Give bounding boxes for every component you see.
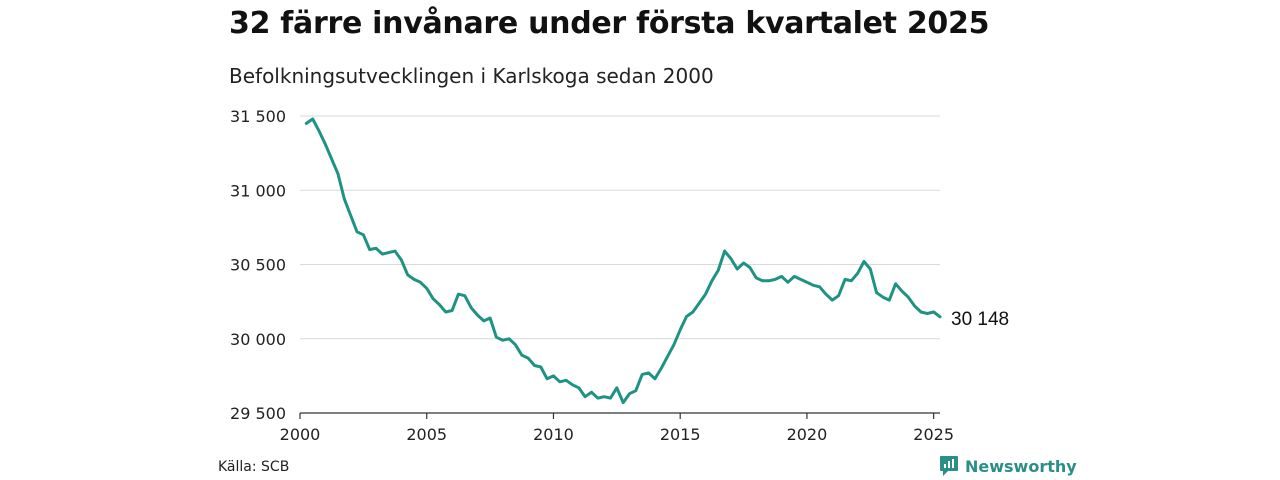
y-tick-label: 31 500 bbox=[230, 107, 286, 126]
chart-subtitle: Befolkningsutvecklingen i Karlskoga seda… bbox=[229, 64, 714, 88]
source-note: Källa: SCB bbox=[218, 459, 290, 475]
y-tick-label: 29 500 bbox=[230, 404, 286, 423]
y-tick-label: 30 500 bbox=[230, 256, 286, 275]
newsworthy-logo-icon bbox=[940, 456, 958, 476]
series-group bbox=[304, 117, 942, 405]
end-value-label: 30 148 bbox=[951, 309, 1009, 330]
chart-title: 32 färre invånare under första kvartalet… bbox=[229, 6, 990, 41]
y-tick-label: 30 000 bbox=[230, 330, 286, 349]
x-axis: 2000 2005 2010 2015 2020 2025 bbox=[280, 412, 954, 444]
x-tick-label: 2025 bbox=[913, 425, 954, 444]
x-tick-label: 2020 bbox=[787, 425, 828, 444]
x-tick-label: 2010 bbox=[533, 425, 574, 444]
y-axis: 29 500 30 000 30 500 31 000 31 500 bbox=[230, 107, 286, 423]
brand-logo[interactable]: Newsworthy bbox=[939, 455, 1077, 477]
x-tick-label: 2005 bbox=[406, 425, 447, 444]
grid-lines bbox=[300, 115, 940, 340]
x-tick-label: 2000 bbox=[280, 425, 321, 444]
end-label-group: 30 148 bbox=[951, 309, 1009, 330]
population-line bbox=[304, 117, 942, 405]
y-tick-label: 31 000 bbox=[230, 181, 286, 200]
x-tick-label: 2015 bbox=[660, 425, 701, 444]
brand-name: Newsworthy bbox=[965, 456, 1077, 476]
